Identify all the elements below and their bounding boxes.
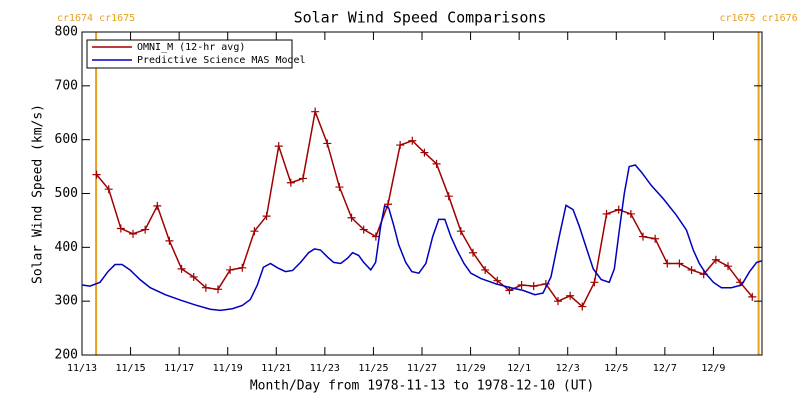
point-marker bbox=[323, 139, 332, 148]
point-marker bbox=[687, 265, 696, 274]
point-marker bbox=[347, 213, 356, 222]
point-marker bbox=[286, 178, 295, 187]
x-tick-label: 11/29 bbox=[456, 363, 486, 374]
point-marker bbox=[456, 227, 465, 236]
point-marker bbox=[262, 212, 271, 221]
point-marker bbox=[481, 265, 490, 274]
point-marker bbox=[153, 201, 162, 210]
x-tick-label: 11/15 bbox=[116, 363, 146, 374]
point-marker bbox=[663, 259, 672, 268]
legend-label: Predictive Science MAS Model bbox=[137, 55, 306, 66]
point-marker bbox=[517, 281, 526, 290]
chart-title: Solar Wind Speed Comparisons bbox=[294, 9, 547, 27]
point-marker bbox=[748, 292, 757, 301]
point-marker bbox=[226, 265, 235, 274]
y-tick-label: 500 bbox=[55, 186, 78, 201]
point-marker bbox=[299, 174, 307, 183]
x-tick-label: 11/21 bbox=[261, 363, 291, 374]
point-marker bbox=[335, 183, 344, 192]
plot-frame bbox=[81, 31, 763, 356]
point-marker bbox=[639, 232, 647, 241]
y-tick-label: 800 bbox=[55, 25, 78, 40]
point-marker bbox=[189, 272, 198, 281]
point-marker bbox=[711, 255, 720, 264]
series-line bbox=[81, 164, 763, 312]
point-marker bbox=[177, 264, 186, 273]
x-tick-label: 11/13 bbox=[67, 363, 97, 374]
x-tick-label: 12/7 bbox=[653, 363, 677, 374]
y-tick-label: 300 bbox=[55, 294, 78, 309]
x-tick-label: 12/3 bbox=[556, 363, 580, 374]
x-tick-label: 12/5 bbox=[604, 363, 628, 374]
point-marker bbox=[626, 209, 635, 218]
point-marker bbox=[311, 107, 320, 116]
y-axis-label: Solar Wind Speed (km/s) bbox=[31, 104, 46, 284]
point-marker bbox=[396, 141, 405, 150]
point-marker bbox=[408, 136, 417, 145]
x-tick-label: 11/25 bbox=[358, 363, 388, 374]
point-marker bbox=[104, 185, 113, 194]
x-tick-label: 11/19 bbox=[213, 363, 243, 374]
y-tick-label: 200 bbox=[55, 348, 78, 363]
x-tick-label: 11/17 bbox=[164, 363, 194, 374]
point-marker bbox=[129, 229, 137, 238]
point-marker bbox=[493, 276, 502, 285]
point-marker bbox=[214, 285, 222, 294]
point-marker bbox=[554, 297, 562, 306]
point-marker bbox=[724, 262, 732, 271]
point-marker bbox=[529, 282, 538, 291]
point-marker bbox=[274, 142, 283, 151]
x-tick-label: 11/23 bbox=[310, 363, 340, 374]
x-tick-label: 12/9 bbox=[701, 363, 725, 374]
point-marker bbox=[201, 283, 210, 292]
point-marker bbox=[141, 225, 150, 234]
point-marker bbox=[165, 236, 174, 245]
x-axis-label: Month/Day from 1978-11-13 to 1978-12-10 … bbox=[250, 379, 594, 394]
y-tick-label: 600 bbox=[55, 132, 78, 147]
point-marker bbox=[651, 234, 660, 243]
point-marker bbox=[602, 209, 611, 218]
legend-box bbox=[86, 39, 293, 69]
point-marker bbox=[566, 291, 575, 300]
point-marker bbox=[469, 248, 477, 257]
point-marker bbox=[250, 227, 259, 236]
point-marker bbox=[578, 302, 587, 311]
point-marker bbox=[92, 170, 101, 179]
point-marker bbox=[420, 148, 429, 157]
annotation: cr1674 cr1675 bbox=[57, 13, 135, 24]
annotation: cr1675 cr1676 bbox=[719, 13, 797, 24]
point-marker bbox=[359, 225, 368, 234]
y-tick-label: 700 bbox=[55, 78, 78, 93]
x-tick-label: 12/1 bbox=[507, 363, 531, 374]
point-marker bbox=[675, 259, 684, 268]
x-tick-label: 11/27 bbox=[407, 363, 437, 374]
point-marker bbox=[432, 159, 441, 168]
point-marker bbox=[116, 224, 125, 233]
y-tick-label: 400 bbox=[55, 240, 78, 255]
point-marker bbox=[590, 278, 599, 287]
legend-label: OMNI_M (12-hr avg) bbox=[137, 42, 245, 53]
point-marker bbox=[444, 192, 453, 201]
point-marker bbox=[238, 263, 247, 272]
